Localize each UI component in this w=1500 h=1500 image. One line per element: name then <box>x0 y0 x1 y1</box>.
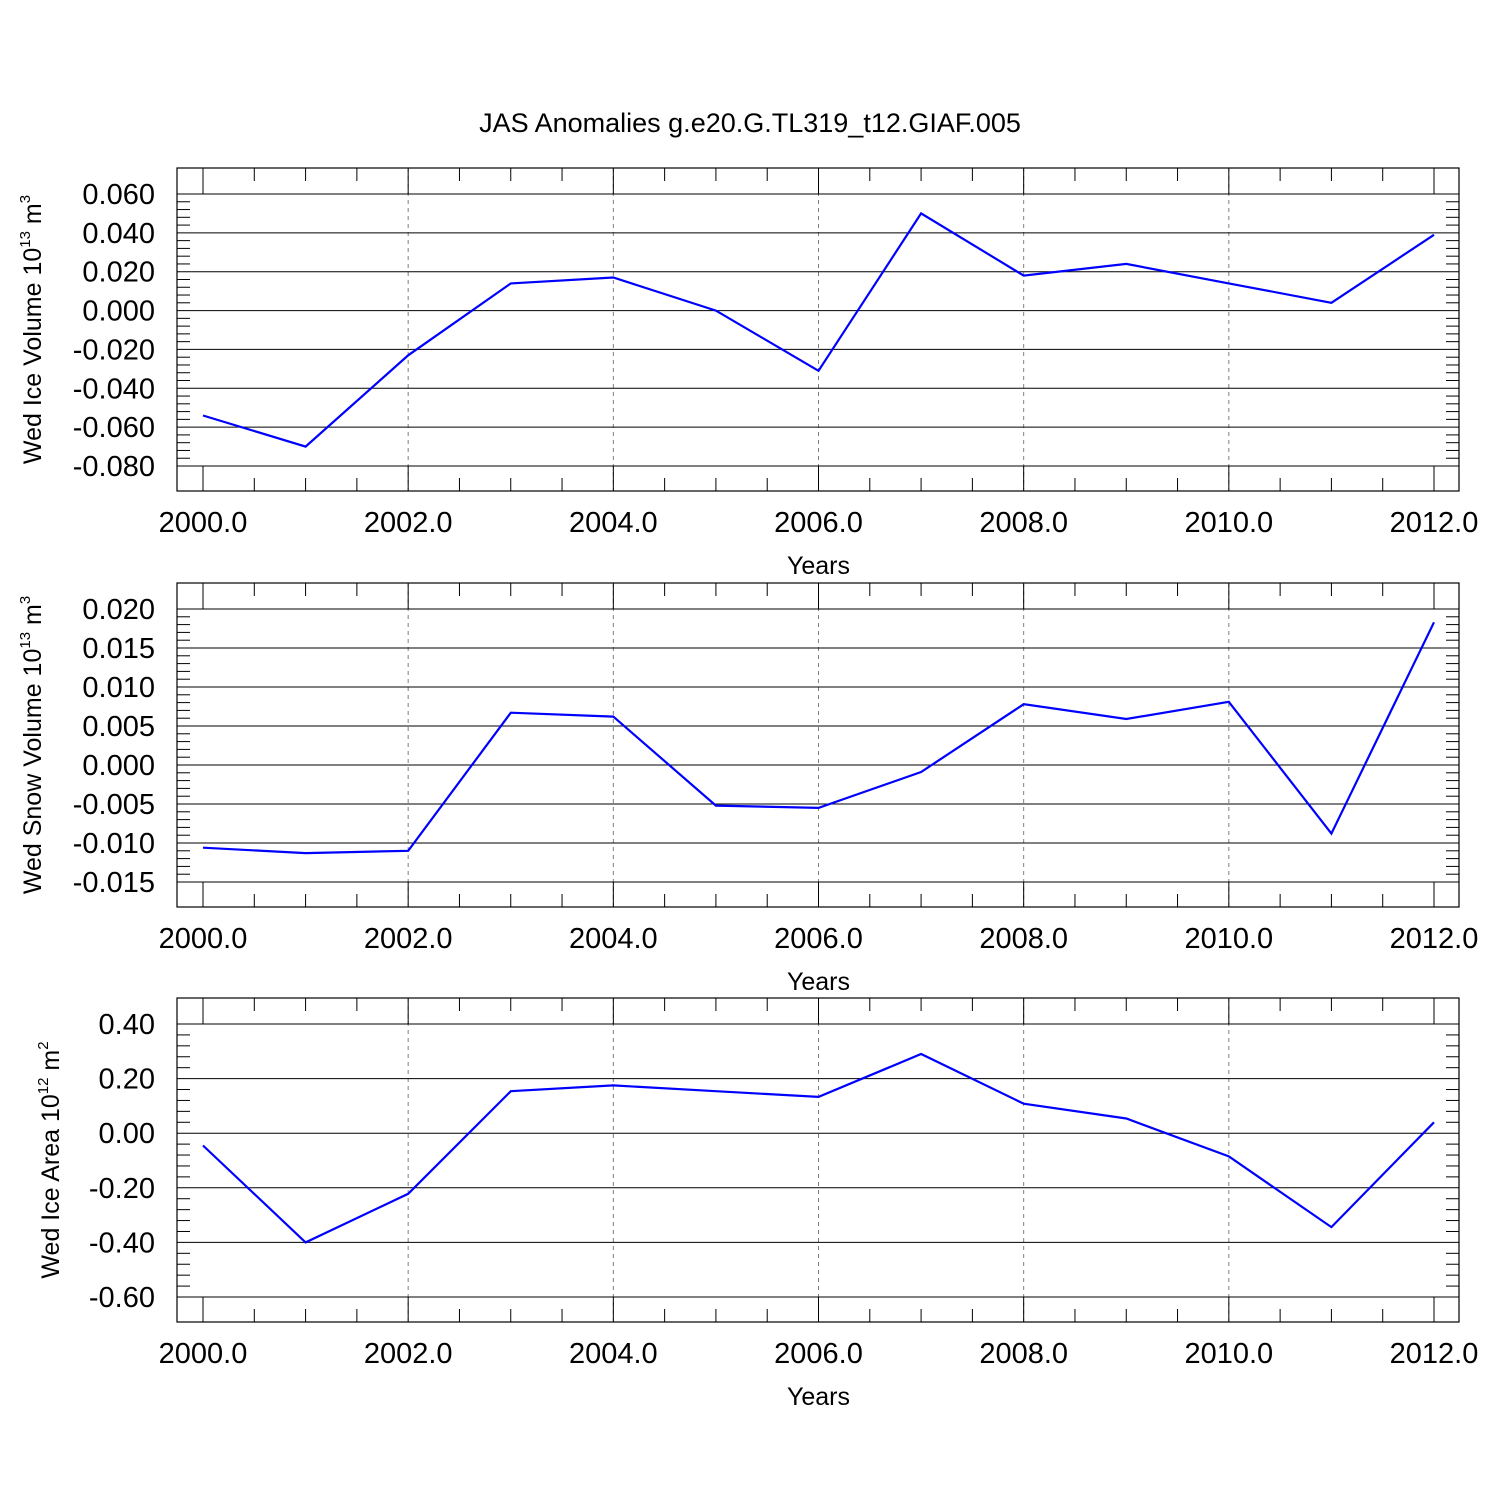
x-tick-label: 2008.0 <box>979 923 1068 955</box>
x-tick-label: 2004.0 <box>569 507 658 539</box>
y-tick-label: 0.060 <box>82 179 155 211</box>
x-axis-title: Years <box>787 552 850 580</box>
x-tick-label: 2008.0 <box>979 507 1068 539</box>
y-axis-title: Wed Ice Volume 1013 m3 <box>17 195 47 464</box>
y-tick-label: 0.00 <box>99 1118 155 1150</box>
x-tick-label: 2008.0 <box>979 1338 1068 1370</box>
series-line <box>202 211 1435 448</box>
x-tick-label: 2006.0 <box>774 923 863 955</box>
x-tick-label: 2010.0 <box>1184 1338 1273 1370</box>
series-line <box>202 621 1435 855</box>
y-tick-label: 0.20 <box>99 1064 155 1096</box>
x-tick-label: 2000.0 <box>159 507 248 539</box>
y-tick-label: 0.020 <box>82 257 155 289</box>
panel-2: 0.020 0.015 0.010 0.005 0.000 -0.005 -0.010 -0.… <box>17 582 1479 996</box>
y-tick-label: -0.060 <box>73 412 155 444</box>
y-tick-label: 0.015 <box>82 633 155 665</box>
y-tick-label: -0.020 <box>73 334 155 366</box>
y-tick-label: 0.005 <box>82 711 155 743</box>
y-tick-label: -0.080 <box>73 451 155 483</box>
x-tick-label: 2012.0 <box>1390 923 1479 955</box>
y-tick-label: -0.20 <box>89 1173 155 1205</box>
y-tick-label: 0.40 <box>99 1009 155 1041</box>
x-axis-title: Years <box>787 968 850 996</box>
y-tick-label: -0.40 <box>89 1227 155 1259</box>
y-tick-label: 0.020 <box>82 594 155 626</box>
x-tick-label: 2004.0 <box>569 923 658 955</box>
y-tick-label: -0.040 <box>73 373 155 405</box>
x-tick-label: 2010.0 <box>1184 507 1273 539</box>
y-tick-label: -0.005 <box>73 789 155 821</box>
x-tick-label: 2012.0 <box>1390 1338 1479 1370</box>
x-tick-label: 2000.0 <box>159 1338 248 1370</box>
x-tick-label: 2006.0 <box>774 1338 863 1370</box>
x-axis-title: Years <box>787 1383 850 1411</box>
panel-1: 0.060 0.040 0.020 0.000 -0.020 -0.040 -0.060 -0… <box>17 167 1479 580</box>
y-tick-label: -0.60 <box>89 1282 155 1314</box>
x-tick-label: 2000.0 <box>159 923 248 955</box>
y-tick-label: 0.000 <box>82 296 155 328</box>
x-tick-label: 2002.0 <box>364 1338 453 1370</box>
y-axis-title: Wed Ice Area 1012 m2 <box>35 1041 65 1278</box>
y-axis-title: Wed Snow Volume 1013 m3 <box>17 596 47 894</box>
y-tick-label: 0.040 <box>82 218 155 250</box>
x-tick-label: 2012.0 <box>1390 507 1479 539</box>
x-tick-label: 2006.0 <box>774 507 863 539</box>
series-line <box>202 1052 1435 1244</box>
x-tick-label: 2002.0 <box>364 507 453 539</box>
y-tick-label: -0.010 <box>73 828 155 860</box>
page-title: JAS Anomalies g.e20.G.TL319_t12.GIAF.005 <box>479 108 1021 138</box>
y-tick-label: 0.000 <box>82 750 155 782</box>
y-tick-label: -0.015 <box>73 867 155 899</box>
x-tick-label: 2004.0 <box>569 1338 658 1370</box>
x-tick-label: 2002.0 <box>364 923 453 955</box>
x-tick-label: 2010.0 <box>1184 923 1273 955</box>
y-tick-label: 0.010 <box>82 672 155 704</box>
